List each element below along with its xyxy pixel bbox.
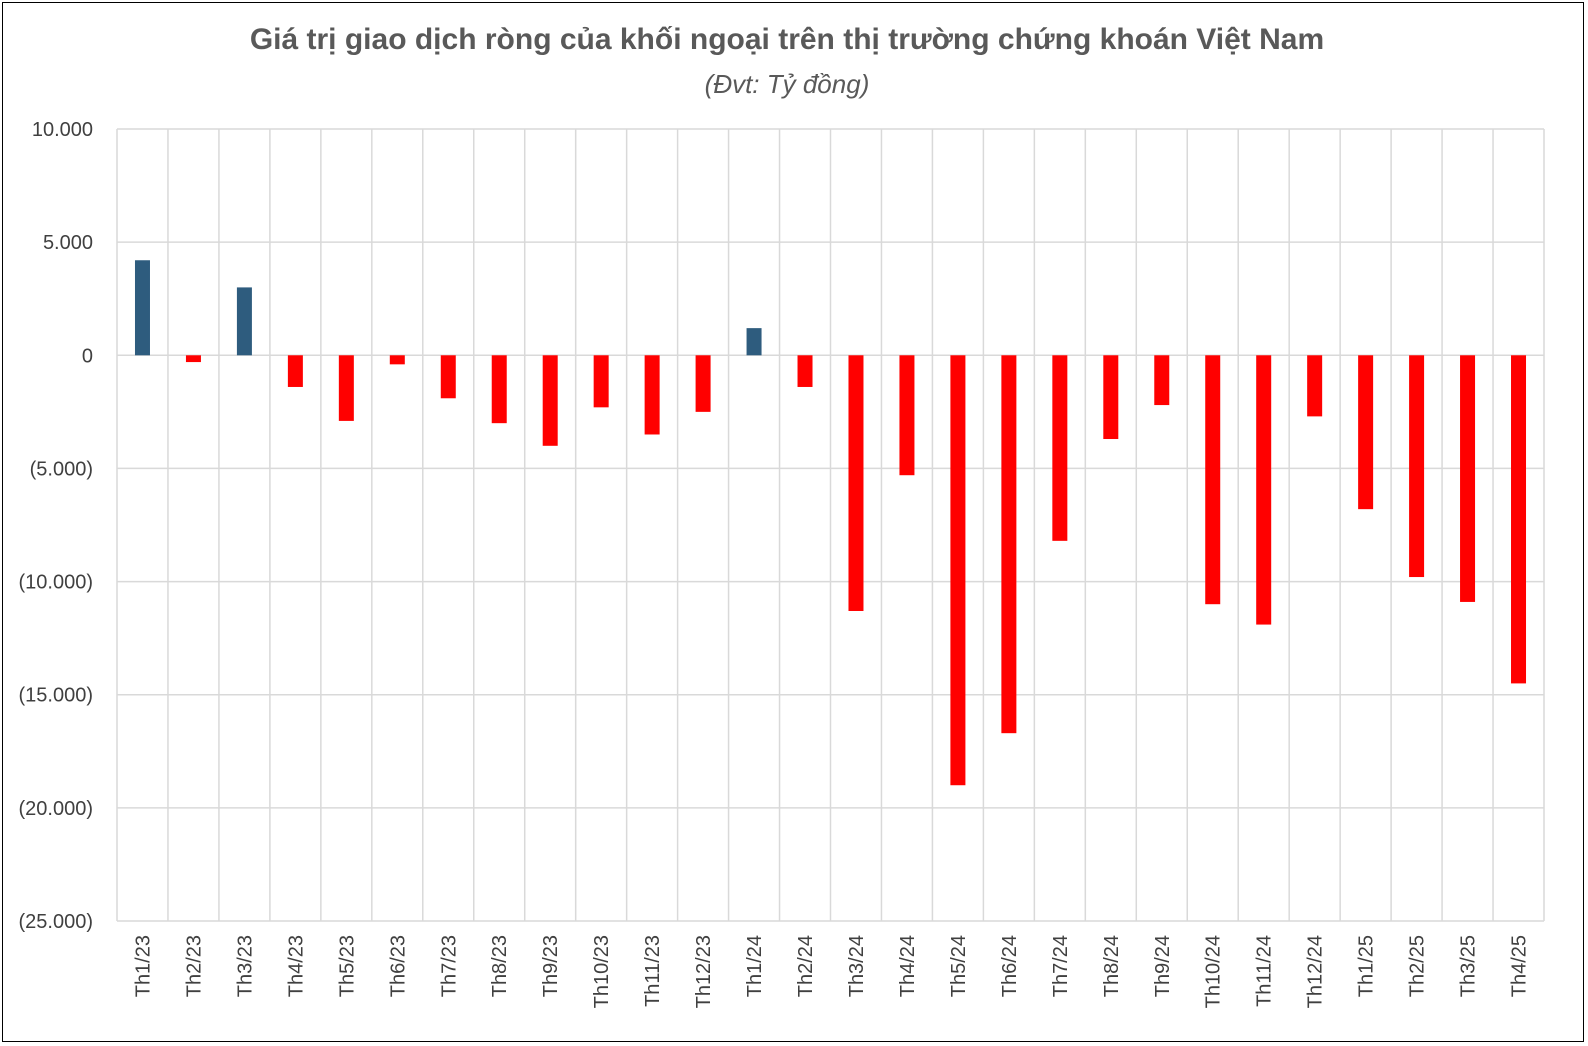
bar-th1-24 [746,328,762,356]
x-tick-label: Th5/24 [948,935,970,997]
x-tick-label: Th6/24 [999,935,1021,997]
x-tick-label: Th6/23 [387,935,409,997]
bar-th3-25 [1460,355,1476,602]
bar-th4-23 [287,355,303,387]
bar-th7-24 [1052,355,1068,541]
bar-th3-24 [848,355,864,611]
bar-th4-25 [1511,355,1527,684]
x-tick-label: Th1/24 [744,935,766,997]
bar-th3-23 [236,287,252,356]
x-tick-label: Th3/25 [1458,935,1480,997]
bar-th6-23 [389,355,405,365]
chart-subtitle: (Đvt: Tỷ đồng) [704,69,870,99]
x-tick-label: Th12/24 [1305,935,1327,1008]
x-tick-label: Th7/24 [1050,935,1072,997]
x-tick-label: Th10/24 [1203,935,1225,1008]
bar-th5-24 [950,355,966,786]
x-tick-label: Th1/23 [132,935,154,997]
x-tick-label: Th3/24 [846,935,868,997]
x-tick-label: Th8/24 [1101,935,1123,997]
x-tick-label: Th7/23 [438,935,460,997]
x-tick-label: Th12/23 [693,935,715,1008]
x-tick-label: Th4/23 [285,935,307,997]
y-tick-label: 5.000 [43,232,93,254]
bar-th7-23 [440,355,456,399]
x-tick-label: Th3/23 [234,935,256,997]
y-tick-label: (15.000) [19,685,94,707]
bar-th9-24 [1154,355,1170,406]
bar-th2-25 [1409,355,1425,578]
x-tick-label: Th4/25 [1509,935,1531,997]
x-tick-label: Th9/24 [1152,935,1174,997]
x-tick-label: Th1/25 [1356,935,1378,997]
bar-th11-23 [644,355,660,435]
y-tick-label: 10.000 [32,119,93,141]
x-tick-label: Th9/23 [540,935,562,997]
y-tick-label: (5.000) [30,458,93,480]
x-tick-label: Th2/25 [1407,935,1429,997]
x-tick-label: Th4/24 [897,935,919,997]
bar-th2-23 [185,355,201,363]
bar-th2-24 [797,355,813,387]
y-tick-label: (25.000) [19,911,94,933]
bar-th10-24 [1205,355,1221,605]
bar-th10-23 [593,355,609,408]
x-tick-label: Th2/23 [183,935,205,997]
bar-th1-25 [1358,355,1374,510]
bar-th8-23 [491,355,507,424]
bar-th8-24 [1103,355,1119,440]
bar-th12-24 [1307,355,1323,417]
y-tick-label: (10.000) [19,572,94,594]
bar-th6-24 [1001,355,1017,734]
x-tick-label: Th2/24 [795,935,817,997]
bar-th1-23 [134,260,150,356]
bar-th12-23 [695,355,711,412]
x-tick-label: Th11/24 [1254,935,1276,1007]
bar-th4-24 [899,355,915,476]
bar-chart: 10.000 5.000 0 (5.000) (10.000) (15.000) (20.0… [19,119,1545,1008]
bar-th9-23 [542,355,558,446]
x-tick-label: Th5/23 [336,935,358,997]
bar-th11-24 [1256,355,1272,625]
y-tick-label: (20.000) [19,798,94,820]
chart-title: Giá trị giao dịch ròng của khối ngoại tr… [249,23,1325,56]
x-tick-label: Th10/23 [591,935,613,1008]
x-tick-label: Th11/23 [642,935,664,1007]
y-tick-label: 0 [82,345,93,367]
x-tick-label: Th8/23 [489,935,511,997]
bar-th5-23 [338,355,354,421]
